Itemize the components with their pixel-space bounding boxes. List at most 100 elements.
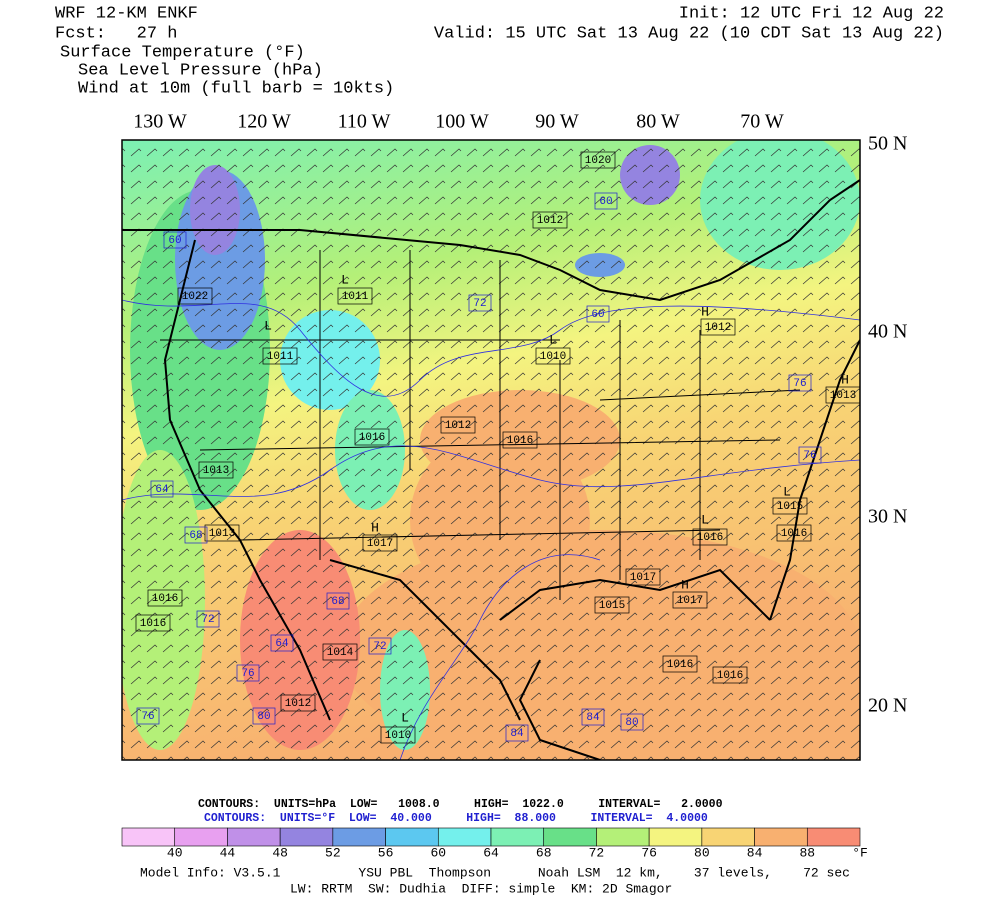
temperature-label-box bbox=[581, 708, 605, 726]
map: 1020 1012 1011 1022 1011 1010 1012 1016 1012 1016… bbox=[122, 140, 860, 760]
colorbar-cell bbox=[121, 827, 176, 847]
pressure-label-box bbox=[712, 666, 748, 684]
pressure-center: L bbox=[401, 710, 409, 725]
pressure-center: L bbox=[701, 512, 709, 527]
pressure-label: 1010 bbox=[385, 730, 411, 742]
temperature-label: 76 bbox=[141, 711, 154, 723]
temperature-label: 76 bbox=[793, 378, 806, 390]
temperature-label-box bbox=[196, 610, 220, 628]
pressure-label-box bbox=[825, 386, 860, 404]
pressure-center: L bbox=[341, 272, 349, 287]
pressure-label-box bbox=[280, 694, 316, 712]
colorbar-tick-label: 76 bbox=[641, 845, 657, 860]
pressure-label: 1013 bbox=[830, 390, 856, 402]
temperature-label: 72 bbox=[373, 641, 386, 653]
pressure-label-box bbox=[262, 347, 298, 365]
pressure-label-box bbox=[135, 614, 171, 632]
longitude-label: 80 W bbox=[636, 111, 680, 133]
pressure-label-box bbox=[337, 287, 373, 305]
coastline bbox=[499, 568, 771, 621]
pressure-label: 1013 bbox=[209, 528, 235, 540]
pressure-label-box bbox=[380, 726, 416, 744]
temperature-label-box bbox=[368, 637, 392, 655]
longitude-label: 120 W bbox=[237, 111, 291, 133]
pressure-label: 1011 bbox=[267, 351, 294, 363]
colorbar-tick-label: 64 bbox=[483, 845, 499, 860]
pressure-center: H bbox=[371, 520, 379, 535]
contours bbox=[122, 299, 860, 760]
pressure-label-box bbox=[662, 655, 698, 673]
colorbar-tick-label: 72 bbox=[589, 845, 605, 860]
pressure-label-box bbox=[625, 568, 661, 586]
contour-info-pressure: CONTOURS: UNITS=hPa LOW= 1008.0 HIGH= 10… bbox=[198, 798, 723, 811]
valid-time: Valid: 15 UTC Sat 13 Aug 22 (10 CDT Sat … bbox=[434, 24, 944, 43]
temperature-label-box bbox=[594, 192, 618, 210]
colorbar-cell bbox=[437, 827, 492, 847]
colorbar-cell bbox=[543, 827, 597, 847]
pressure-label-box bbox=[198, 461, 234, 479]
pressure-label-box bbox=[776, 524, 812, 542]
coastline bbox=[769, 339, 860, 621]
colorbar-tick-label: 84 bbox=[747, 845, 763, 860]
init-time: Init: 12 UTC Fri 12 Aug 22 bbox=[679, 4, 944, 23]
colorbar-cell bbox=[701, 827, 755, 847]
pressure-label-box bbox=[672, 591, 708, 609]
pressure-center: L bbox=[549, 332, 557, 347]
border bbox=[329, 559, 521, 721]
colorbar-tick-label: 52 bbox=[325, 845, 341, 860]
model-name: WRF 12-KM ENKF bbox=[55, 4, 198, 23]
pressure-label: 1011 bbox=[342, 291, 369, 303]
temperature-label: 76 bbox=[803, 450, 816, 462]
pressure-label: 1016 bbox=[667, 659, 693, 671]
temperature-label: 72 bbox=[473, 298, 486, 310]
pressure-label: 1012 bbox=[537, 215, 563, 227]
temperature-label: 84 bbox=[586, 712, 600, 724]
pressure-label-box bbox=[440, 416, 476, 434]
colorbar-cell bbox=[385, 827, 439, 847]
colorbar-unit: °F bbox=[852, 845, 868, 860]
temperature-label-box bbox=[586, 305, 610, 323]
latitude-label: 30 N bbox=[868, 506, 907, 528]
border bbox=[122, 179, 860, 302]
forecast-hour: Fcst: 27 h bbox=[55, 24, 177, 43]
map-frame bbox=[121, 139, 861, 761]
pressure-label-box bbox=[147, 589, 183, 607]
colorbar-tick-label: 68 bbox=[536, 845, 552, 860]
pressure-label-box bbox=[322, 643, 358, 661]
pressure-label-box bbox=[204, 524, 240, 542]
temperature-label-box bbox=[620, 713, 644, 731]
coastline bbox=[163, 239, 331, 721]
longitude-label: 110 W bbox=[338, 111, 391, 133]
pressure-label: 1017 bbox=[367, 538, 393, 550]
temperature-label: 80 bbox=[257, 711, 270, 723]
latitude-label: 20 N bbox=[868, 695, 907, 717]
colorbar-tick-label: 48 bbox=[272, 845, 288, 860]
pressure-label: 1015 bbox=[777, 501, 803, 513]
coastline bbox=[518, 659, 601, 760]
colorbar-tick-label: 56 bbox=[378, 845, 394, 860]
pressure-label: 1015 bbox=[599, 600, 625, 612]
pressure-label: 1017 bbox=[677, 595, 703, 607]
model-info: Model Info: V3.5.1 YSU PBL Thompson Noah… bbox=[140, 865, 850, 880]
longitude-label: 130 W bbox=[133, 111, 187, 133]
pressure-label-box bbox=[502, 431, 538, 449]
pressure-label-box bbox=[594, 596, 630, 614]
colorbar-tick-label: 88 bbox=[799, 845, 815, 860]
pressure-center: L bbox=[783, 484, 791, 499]
boundaries bbox=[122, 179, 860, 760]
temperature-label: 72 bbox=[201, 614, 214, 626]
pressure-label-box bbox=[692, 528, 728, 546]
pressure-label: 1014 bbox=[327, 647, 354, 659]
temperature-label: 60 bbox=[591, 309, 604, 321]
temperature-label-box bbox=[468, 294, 492, 312]
state-line bbox=[160, 250, 801, 600]
pressure-label: 1016 bbox=[781, 528, 807, 540]
pressure-label-box bbox=[580, 151, 616, 169]
field-name: Sea Level Pressure (hPa) bbox=[78, 61, 323, 80]
colorbar-tick-label: 60 bbox=[430, 845, 446, 860]
temperature-label: 68 bbox=[331, 596, 344, 608]
pressure-label-box bbox=[535, 347, 571, 365]
pressure-label: 1016 bbox=[359, 432, 385, 444]
temperature-label-box bbox=[270, 634, 294, 652]
colorbar-cell bbox=[227, 827, 281, 847]
